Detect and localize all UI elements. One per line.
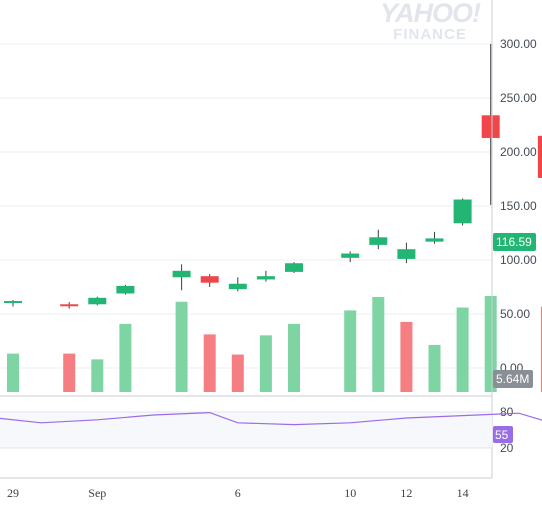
candle-body-up <box>88 297 107 305</box>
candle-body-up <box>172 270 191 278</box>
candle[interactable] <box>481 44 500 205</box>
volume-bar <box>259 335 272 392</box>
volume-bar <box>400 321 413 392</box>
y-tick-label: 100.00 <box>500 253 537 267</box>
candle[interactable] <box>172 264 191 291</box>
candlesticks[interactable] <box>4 44 542 309</box>
rsi-tick-label: 80 <box>500 405 514 419</box>
candle[interactable] <box>200 274 219 287</box>
y-tick-label: 200.00 <box>500 145 537 159</box>
candle-body-up <box>4 301 22 304</box>
candle[interactable] <box>285 262 303 273</box>
candle-body-up <box>397 249 416 259</box>
candle[interactable] <box>453 198 472 226</box>
candle-body-up <box>369 237 388 245</box>
volume-bar <box>91 359 104 392</box>
rsi-tick-label: 20 <box>500 441 514 455</box>
y-tick-label: 150.00 <box>500 199 537 213</box>
candle-body-up <box>228 283 247 290</box>
volume-bar <box>7 353 19 392</box>
y-tick-label: 250.00 <box>500 91 537 105</box>
volume-badge-label: 5.64M <box>496 372 529 386</box>
candle[interactable] <box>425 231 444 244</box>
candle[interactable] <box>228 277 247 292</box>
candle[interactable] <box>4 299 22 307</box>
candle[interactable] <box>88 296 107 306</box>
rsi-badge-label: 55 <box>495 428 509 442</box>
volume-bar <box>175 301 188 392</box>
grid-lines <box>0 43 492 479</box>
x-tick-label: 12 <box>400 486 412 500</box>
candle[interactable] <box>397 242 416 264</box>
candle-body-down <box>537 135 542 178</box>
x-tick-label: 10 <box>344 486 356 500</box>
volume-bar <box>428 344 441 392</box>
volume-bar <box>540 306 542 392</box>
candle-body-down <box>200 276 219 283</box>
candle-body-up <box>116 285 135 294</box>
candle-body-up <box>256 276 275 280</box>
rsi-line <box>0 411 542 426</box>
candle[interactable] <box>256 270 275 282</box>
candle[interactable] <box>369 229 388 250</box>
candle-body-down <box>60 304 79 307</box>
volume-bar <box>288 323 300 392</box>
candle[interactable] <box>341 251 360 263</box>
volume-bar <box>231 354 244 392</box>
candle-body-up <box>425 238 444 242</box>
volume-badge: 5.64M <box>493 370 533 388</box>
candle[interactable] <box>116 284 135 295</box>
volume-bar <box>484 296 497 392</box>
x-tick-label: 14 <box>457 486 469 500</box>
volume-bar <box>372 296 385 392</box>
volume-bar <box>119 323 132 392</box>
x-tick-label: 6 <box>235 486 241 500</box>
x-tick-label: Sep <box>88 486 106 500</box>
rsi-panel: 80 20 <box>0 405 542 455</box>
candle[interactable] <box>537 104 542 196</box>
price-badge-label: 116.59 <box>496 235 532 249</box>
y-tick-label: 300.00 <box>500 37 537 51</box>
volume-bar <box>344 310 357 392</box>
volume-bar <box>456 307 469 392</box>
candle-body-up <box>453 199 472 224</box>
x-axis: 29Sep610121418202 <box>7 486 469 500</box>
rsi-badge: 55 <box>493 426 513 443</box>
candle-body-up <box>341 253 360 258</box>
candle[interactable] <box>60 302 79 309</box>
candle-body-down <box>481 115 500 138</box>
volume-bar <box>63 353 76 392</box>
volume-bars <box>7 296 542 392</box>
y-tick-label: 50.00 <box>500 307 530 321</box>
price-badge: 116.59 <box>493 233 536 251</box>
candle-body-up <box>285 263 303 272</box>
volume-bar <box>203 334 216 392</box>
x-tick-label: 29 <box>7 486 19 500</box>
